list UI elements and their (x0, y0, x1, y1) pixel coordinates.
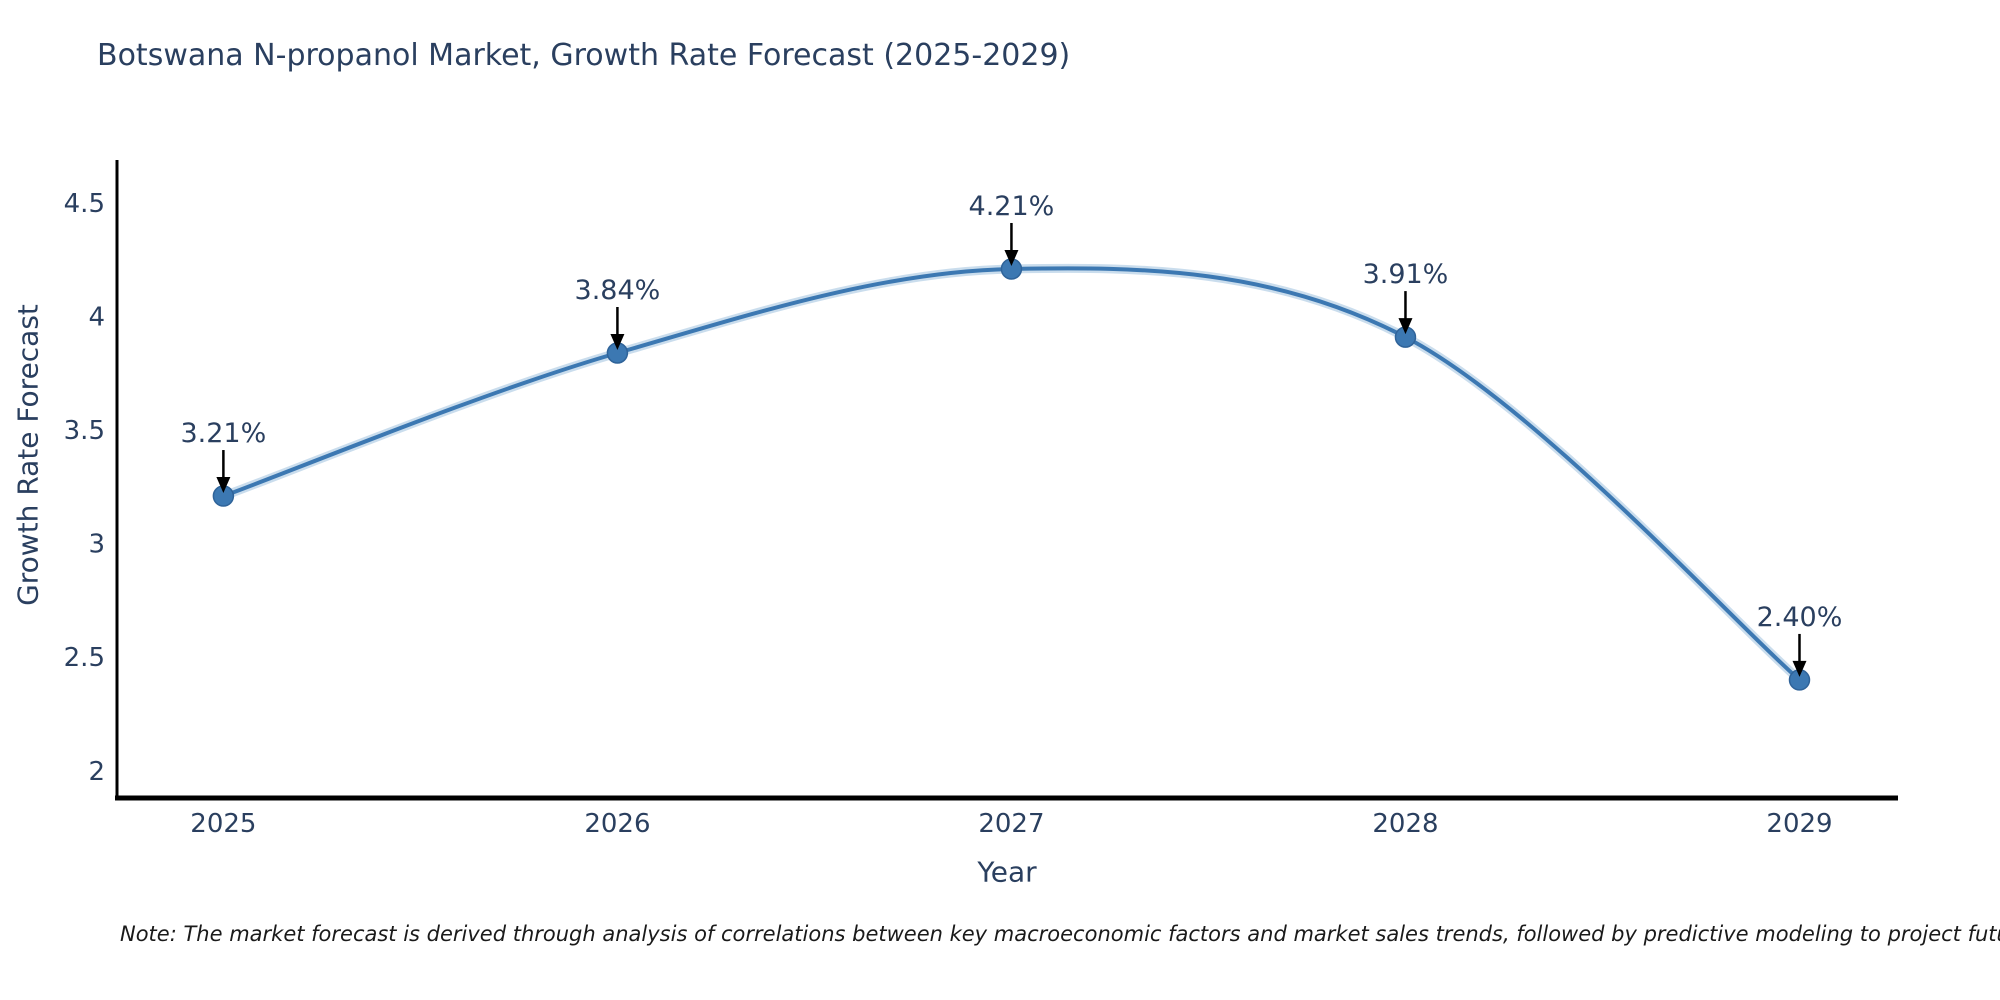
annotation-arrowhead (216, 477, 231, 494)
y-tick-label: 3 (88, 530, 105, 560)
y-tick-label: 4 (88, 303, 105, 333)
x-tick-label: 2029 (1766, 809, 1832, 839)
data-point-label: 3.84% (575, 275, 661, 306)
annotation-arrowhead (1398, 318, 1413, 335)
line-series (221, 266, 1802, 682)
y-tick-label: 4.5 (64, 189, 105, 219)
data-point-label: 2.40% (1757, 602, 1843, 633)
annotation-arrowhead (1004, 249, 1019, 266)
x-tick-label: 2028 (1372, 809, 1438, 839)
y-tick-label: 2.5 (64, 643, 105, 673)
data-point-label: 3.21% (180, 418, 266, 449)
x-tick-label: 2026 (584, 809, 650, 839)
y-tick-label: 2 (88, 757, 105, 787)
data-point-label: 4.21% (969, 191, 1055, 222)
data-point-label: 3.91% (1363, 259, 1449, 290)
chart-title: Botswana N-propanol Market, Growth Rate … (97, 38, 1071, 73)
line-series-halo (218, 263, 1804, 685)
x-axis-title: Year (977, 855, 1037, 889)
footnote: Note: The market forecast is derived thr… (120, 922, 2000, 946)
x-tick-label: 2025 (190, 809, 256, 839)
x-tick-label: 2027 (978, 809, 1044, 839)
y-tick-label: 3.5 (64, 416, 105, 446)
annotation-arrowhead (610, 333, 625, 350)
annotation-arrowhead (1792, 660, 1807, 677)
